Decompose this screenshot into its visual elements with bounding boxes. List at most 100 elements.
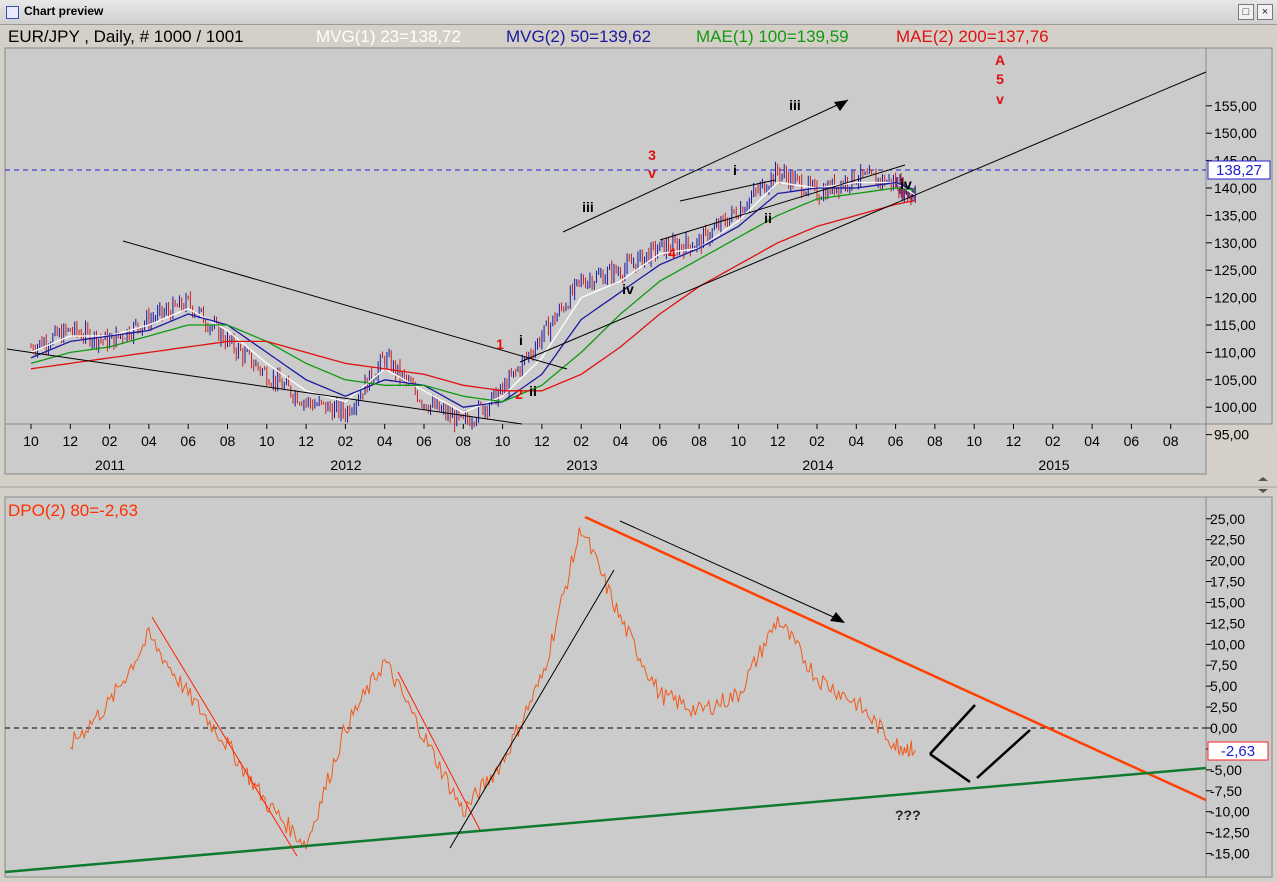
trendline — [122, 240, 568, 370]
dpo-tick-label: -10,00 — [1210, 804, 1250, 820]
legend-entry: MVG(2) 50=139,62 — [506, 27, 651, 46]
price-axis-area — [1205, 47, 1273, 425]
dpo-tick-label: 12,50 — [1210, 615, 1245, 631]
trendline — [679, 179, 776, 202]
wave-label: 4 — [668, 245, 676, 261]
trendline — [6, 348, 523, 425]
price-tick-label: 105,00 — [1214, 372, 1257, 388]
trend-arrow-icon — [834, 100, 848, 111]
month-tick-label: 10 — [495, 433, 511, 449]
dpo-arrow-icon — [830, 612, 845, 623]
dpo-tick-label: -15,00 — [1210, 846, 1250, 862]
price-tick-label: 140,00 — [1214, 180, 1257, 196]
close-button[interactable]: × — [1257, 4, 1273, 20]
dpo-tick-label: -12,50 — [1210, 825, 1250, 841]
legend-entry: EUR/JPY , Daily, # 1000 / 1001 — [8, 27, 244, 46]
dpo-tick-label: 2,50 — [1210, 699, 1237, 715]
month-tick-label: 08 — [220, 433, 236, 449]
dpo-tick-label: -5,00 — [1210, 762, 1242, 778]
wave-label: iv — [622, 281, 634, 297]
year-tick-label: 2011 — [95, 457, 125, 473]
legend-entry: MAE(1) 100=139,59 — [696, 27, 849, 46]
splitter-up-icon[interactable] — [1258, 477, 1268, 481]
month-tick-label: 12 — [770, 433, 786, 449]
month-tick-label: 06 — [652, 433, 668, 449]
price-plot-area — [4, 47, 1207, 425]
splitter-down-icon[interactable] — [1258, 489, 1268, 493]
month-tick-label: 12 — [534, 433, 550, 449]
maximize-button[interactable]: □ — [1238, 4, 1254, 20]
wave-label: 5 — [996, 71, 1004, 87]
price-tick-label: 110,00 — [1214, 344, 1256, 360]
wave-label: iii — [789, 97, 801, 113]
month-tick-label: 06 — [416, 433, 432, 449]
indicator-legend: EUR/JPY , Daily, # 1000 / 1001 MVG(1) 23=… — [8, 27, 1049, 46]
dpo-pane: 25,00 22,50 20,00 17,50 15,00 12,50 10,00 7,50 5… — [4, 496, 1273, 878]
window-title: Chart preview — [24, 4, 104, 18]
dpo-resistance-line — [584, 515, 1207, 802]
price-tick-label: 135,00 — [1214, 207, 1257, 223]
dpo-trend-black — [619, 520, 841, 621]
mvg2-line — [30, 181, 916, 408]
dpo-trendlines — [4, 515, 1207, 874]
dpo-tick-label: 22,50 — [1210, 532, 1245, 548]
wave-label: i — [733, 162, 737, 178]
dpo-tick-label: 20,00 — [1210, 553, 1245, 569]
month-tick-label: 12 — [1006, 433, 1022, 449]
mae1-line — [30, 187, 916, 403]
dpo-tick-label: 7,50 — [1210, 657, 1237, 673]
month-tick-label: 08 — [691, 433, 707, 449]
month-tick-label: 08 — [1163, 433, 1179, 449]
month-tick-label: 02 — [573, 433, 589, 449]
month-tick-label: 10 — [966, 433, 982, 449]
price-pane: 155,00150,00145,00140,00135,00130,00125,… — [4, 27, 1273, 475]
wave-label: v — [648, 165, 656, 181]
price-tick-label: 120,00 — [1214, 290, 1257, 306]
month-tick-label: 04 — [849, 433, 865, 449]
wave-label: ii — [529, 383, 537, 399]
month-tick-label: 02 — [1045, 433, 1061, 449]
dpo-tick-label: 17,50 — [1210, 574, 1245, 590]
projection-line — [929, 752, 971, 784]
last-price-value: 138,27 — [1216, 162, 1262, 179]
wave-label: ii — [764, 210, 772, 226]
month-tick-label: 06 — [180, 433, 196, 449]
month-tick-label: 12 — [63, 433, 79, 449]
price-tick-label: 150,00 — [1214, 125, 1257, 141]
wave-label: 1 — [496, 336, 504, 352]
pane-splitter[interactable] — [0, 477, 1277, 497]
dpo-axis-area — [1205, 496, 1273, 878]
price-trendlines — [6, 71, 1207, 425]
month-tick-label: 04 — [1084, 433, 1100, 449]
year-tick-label: 2015 — [1038, 457, 1069, 473]
time-axis-area — [4, 423, 1207, 475]
price-tick-label: 130,00 — [1214, 235, 1257, 251]
last-price-tag: 138,27 — [1207, 160, 1271, 180]
month-tick-label: 08 — [456, 433, 472, 449]
wave-label: v — [996, 91, 1004, 107]
dpo-trend-black — [449, 569, 615, 849]
projection-line — [976, 729, 1031, 779]
dpo-tick-label: 25,00 — [1210, 511, 1245, 527]
month-tick-label: 06 — [1124, 433, 1140, 449]
month-tick-label: 10 — [259, 433, 275, 449]
month-tick-label: 02 — [102, 433, 118, 449]
wave-label: A — [995, 52, 1005, 68]
month-tick-label: 04 — [141, 433, 157, 449]
month-tick-label: 02 — [809, 433, 825, 449]
wave-label: iv — [900, 176, 912, 192]
price-y-axis: 155,00150,00145,00140,00135,00130,00125,… — [1206, 98, 1257, 443]
month-tick-label: 04 — [613, 433, 629, 449]
month-tick-label: 10 — [23, 433, 39, 449]
dpo-header: DPO(2) 80=-2,63 — [8, 501, 138, 520]
trendline — [659, 164, 906, 241]
dpo-tick-label: 15,00 — [1210, 594, 1245, 610]
dpo-tick-label: -7,50 — [1210, 783, 1242, 799]
price-tick-label: 115,00 — [1214, 317, 1256, 333]
legend-entry: MVG(1) 23=138,72 — [316, 27, 461, 46]
dpo-support-line — [4, 766, 1207, 874]
month-tick-label: 12 — [298, 433, 314, 449]
wave-label: 3 — [648, 147, 656, 163]
month-tick-label: 06 — [888, 433, 904, 449]
